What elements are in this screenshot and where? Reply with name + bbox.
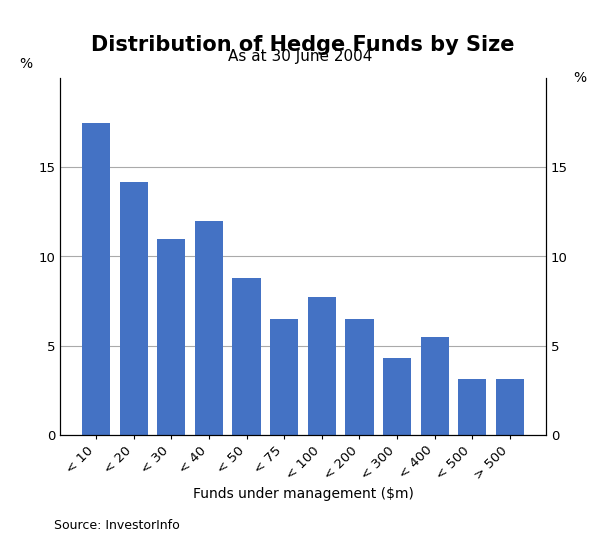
Bar bbox=[458, 380, 487, 435]
Bar bbox=[496, 380, 524, 435]
Bar bbox=[270, 319, 298, 435]
Y-axis label: %: % bbox=[19, 57, 32, 71]
Bar bbox=[232, 278, 260, 435]
Bar bbox=[346, 319, 374, 435]
Title: Distribution of Hedge Funds by Size: Distribution of Hedge Funds by Size bbox=[91, 35, 515, 55]
Bar bbox=[421, 337, 449, 435]
Text: Source: InvestorInfo: Source: InvestorInfo bbox=[54, 519, 180, 532]
X-axis label: Funds under management ($m): Funds under management ($m) bbox=[193, 487, 413, 501]
Y-axis label: %: % bbox=[574, 71, 587, 85]
Bar bbox=[157, 239, 185, 435]
Bar bbox=[119, 181, 148, 435]
Text: As at 30 June 2004: As at 30 June 2004 bbox=[228, 49, 372, 64]
Bar bbox=[195, 221, 223, 435]
Bar bbox=[308, 298, 336, 435]
Bar bbox=[82, 123, 110, 435]
Bar bbox=[383, 358, 411, 435]
